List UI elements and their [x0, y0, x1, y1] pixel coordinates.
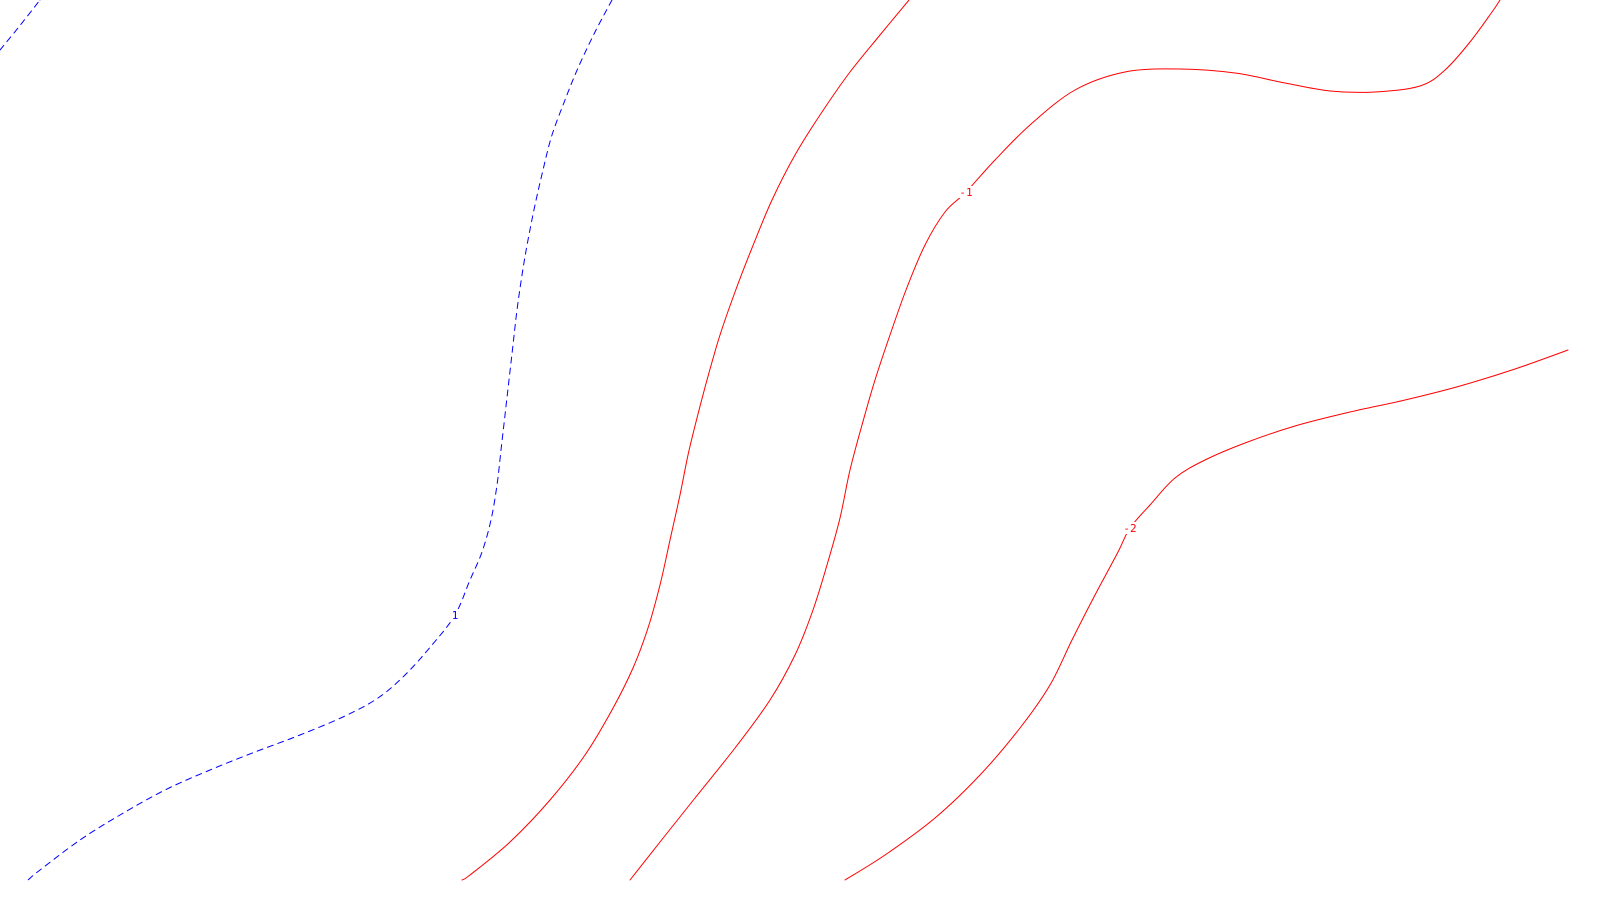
- contour-label: -1: [959, 186, 972, 199]
- contour-line-level-1: [27, 0, 613, 881]
- contour-line-level-0: [461, 0, 910, 881]
- contour-label-background: [1122, 522, 1138, 534]
- contour-label-background: [450, 609, 460, 621]
- contour-line-level-1: [0, 0, 41, 51]
- contour-line-level-neg1: [629, 0, 1501, 881]
- contour-line-level-neg2: [844, 349, 1569, 881]
- contour-label: -2: [1123, 522, 1136, 535]
- contour-label-background: [958, 186, 974, 198]
- contour-label: 1: [452, 609, 459, 622]
